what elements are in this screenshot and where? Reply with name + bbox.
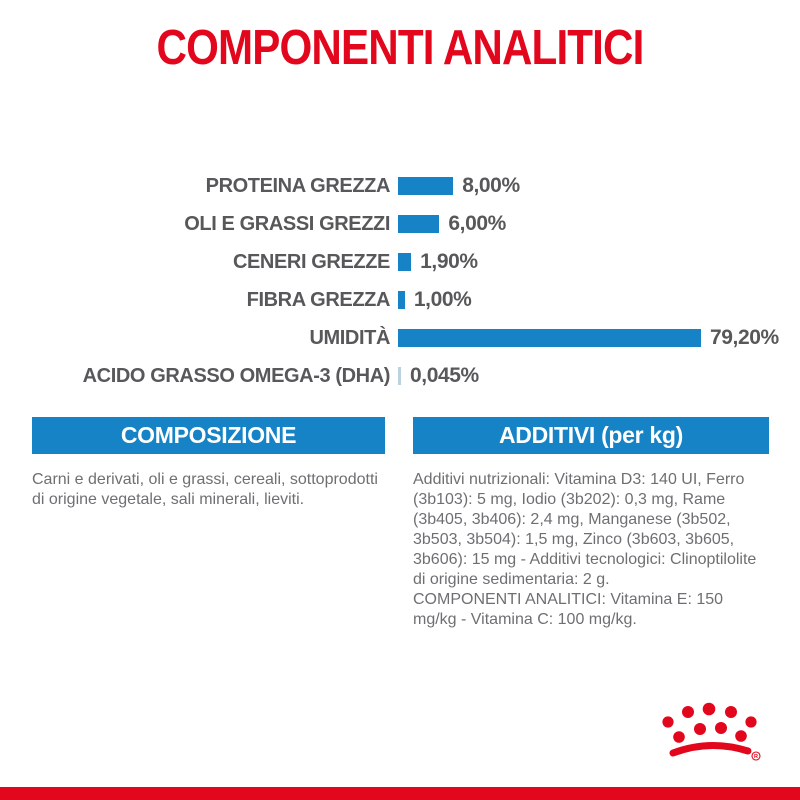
chart-row-label: FIBRA GREZZA xyxy=(246,288,391,311)
chart-row: UMIDITÀ 79,20% xyxy=(0,319,800,357)
chart-row-label: UMIDITÀ xyxy=(309,326,390,349)
chart-bar xyxy=(398,329,701,347)
chart-row-value: 1,00% xyxy=(413,288,472,311)
chart-row: ACIDO GRASSO OMEGA-3 (DHA) 0,045% xyxy=(0,357,800,395)
chart-bar xyxy=(398,367,401,385)
additives-analytical-text: COMPONENTI ANALITICI: Vitamina E: 150 mg… xyxy=(413,591,724,628)
chart-row-label: OLI E GRASSI GREZZI xyxy=(184,212,390,235)
additives-section: ADDITIVI (per kg) Additivi nutrizionali:… xyxy=(413,417,769,630)
composition-section: COMPOSIZIONE Carni e derivati, oli e gra… xyxy=(32,417,385,510)
crown-dots xyxy=(662,702,757,743)
additives-nutritional-text: Additivi nutrizionali: Vitamina D3: 140 … xyxy=(413,471,757,588)
royal-canin-crown-logo: R xyxy=(662,702,761,761)
chart-row-value: 8,00% xyxy=(462,174,520,197)
page-title: COMPONENTI ANALITICI xyxy=(156,21,645,75)
chart-row: OLI E GRASSI GREZZI 6,00% xyxy=(0,205,800,243)
additives-header: ADDITIVI (per kg) xyxy=(413,417,769,454)
footer-red-bar xyxy=(0,787,800,800)
chart-row-value: 79,20% xyxy=(710,326,779,349)
crown-arc xyxy=(669,741,752,757)
chart-bar xyxy=(398,291,405,309)
chart-bar xyxy=(398,177,454,195)
composition-body: Carni e derivati, oli e grassi, cereali,… xyxy=(32,471,378,508)
chart-row: FIBRA GREZZA 1,00% xyxy=(0,281,800,319)
svg-text:R: R xyxy=(754,754,758,760)
chart-row: PROTEINA GREZZA 8,00% xyxy=(0,167,800,205)
chart-row-label: CENERI GREZZE xyxy=(232,250,390,273)
analytical-components-chart: PROTEINA GREZZA 8,00% OLI E GRASSI GREZZI 6… xyxy=(0,167,800,395)
chart-row: CENERI GREZZE 1,90% xyxy=(0,243,800,281)
chart-row-value: 1,90% xyxy=(420,250,478,273)
chart-row-label: PROTEINA GREZZA xyxy=(205,174,391,197)
chart-bar xyxy=(398,253,412,271)
registered-trademark-icon: R xyxy=(751,751,761,761)
chart-bar xyxy=(398,215,440,233)
chart-row-value: 6,00% xyxy=(448,212,506,235)
chart-row-value: 0,045% xyxy=(410,364,479,387)
additives-body: Additivi nutrizionali: Vitamina D3: 140 … xyxy=(413,470,769,630)
chart-row-label: ACIDO GRASSO OMEGA-3 (DHA) xyxy=(82,364,391,387)
composition-header: COMPOSIZIONE xyxy=(32,417,385,454)
